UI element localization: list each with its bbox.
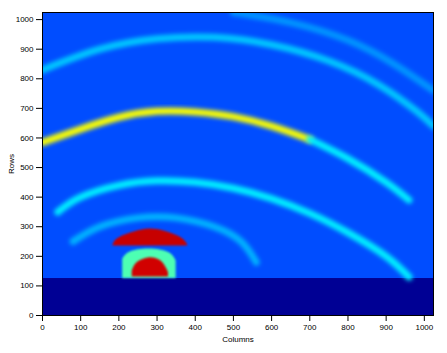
- svg-text:200: 200: [112, 323, 126, 332]
- svg-text:900: 900: [379, 323, 393, 332]
- svg-text:100: 100: [74, 323, 88, 332]
- svg-text:500: 500: [20, 163, 34, 172]
- svg-text:700: 700: [303, 323, 317, 332]
- svg-text:1000: 1000: [16, 15, 34, 24]
- svg-text:900: 900: [20, 45, 34, 54]
- svg-text:400: 400: [20, 193, 34, 202]
- svg-text:300: 300: [20, 222, 34, 231]
- svg-text:Rows: Rows: [7, 154, 16, 174]
- svg-text:0: 0: [29, 311, 34, 320]
- svg-text:200: 200: [20, 252, 34, 261]
- svg-text:800: 800: [20, 74, 34, 83]
- svg-text:500: 500: [227, 323, 241, 332]
- svg-text:Columns: Columns: [222, 335, 254, 344]
- svg-text:0: 0: [40, 323, 45, 332]
- svg-text:800: 800: [341, 323, 355, 332]
- svg-text:700: 700: [20, 104, 34, 113]
- svg-text:1000: 1000: [415, 323, 433, 332]
- svg-text:100: 100: [20, 281, 34, 290]
- svg-text:600: 600: [265, 323, 279, 332]
- svg-text:600: 600: [20, 134, 34, 143]
- svg-text:400: 400: [189, 323, 203, 332]
- svg-text:300: 300: [150, 323, 164, 332]
